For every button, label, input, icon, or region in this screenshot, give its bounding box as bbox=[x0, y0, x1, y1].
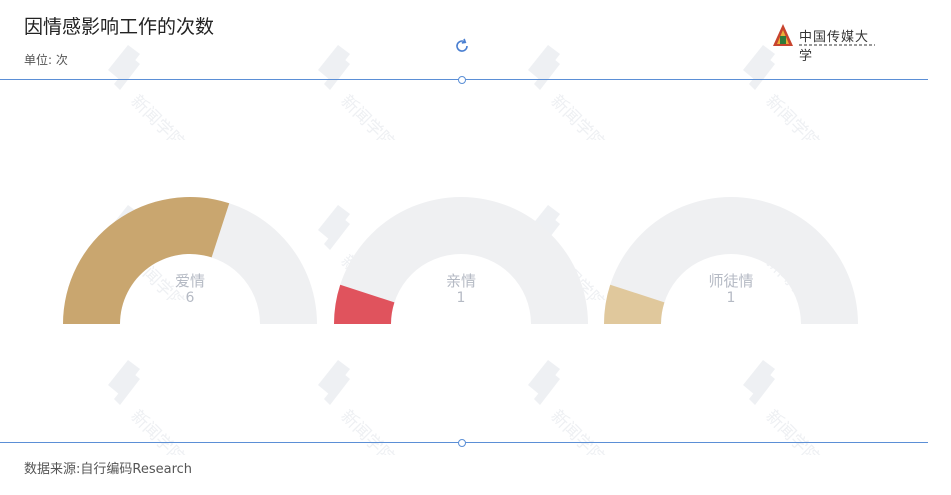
bottom-divider-handle[interactable] bbox=[458, 439, 466, 447]
gauge-value: 1 bbox=[457, 290, 466, 306]
gauge-label: 爱情 bbox=[175, 272, 205, 290]
gauge-value-arc bbox=[63, 196, 230, 324]
gauge-value: 1 bbox=[727, 290, 736, 306]
top-divider-handle[interactable] bbox=[458, 76, 466, 84]
data-source: 数据来源:自行编码Research bbox=[24, 462, 193, 477]
gauge-value-arc bbox=[604, 284, 665, 324]
university-emblem-icon bbox=[773, 24, 793, 46]
gauge-label: 师徒情 bbox=[708, 272, 753, 290]
refresh-icon[interactable] bbox=[452, 36, 472, 56]
gauge-value-arc bbox=[334, 284, 395, 324]
logo-subtext bbox=[799, 44, 875, 46]
gauge-track bbox=[604, 197, 858, 324]
gauge-value: 6 bbox=[186, 290, 195, 306]
logo-text: 中国传媒大学 bbox=[799, 30, 870, 64]
university-logo: 中国传媒大学 bbox=[771, 22, 881, 64]
gauge-label: 亲情 bbox=[446, 272, 476, 290]
page-title: 因情感影响工作的次数 bbox=[24, 16, 215, 38]
unit-label: 单位: 次 bbox=[24, 53, 68, 67]
gauge-track bbox=[334, 197, 588, 324]
